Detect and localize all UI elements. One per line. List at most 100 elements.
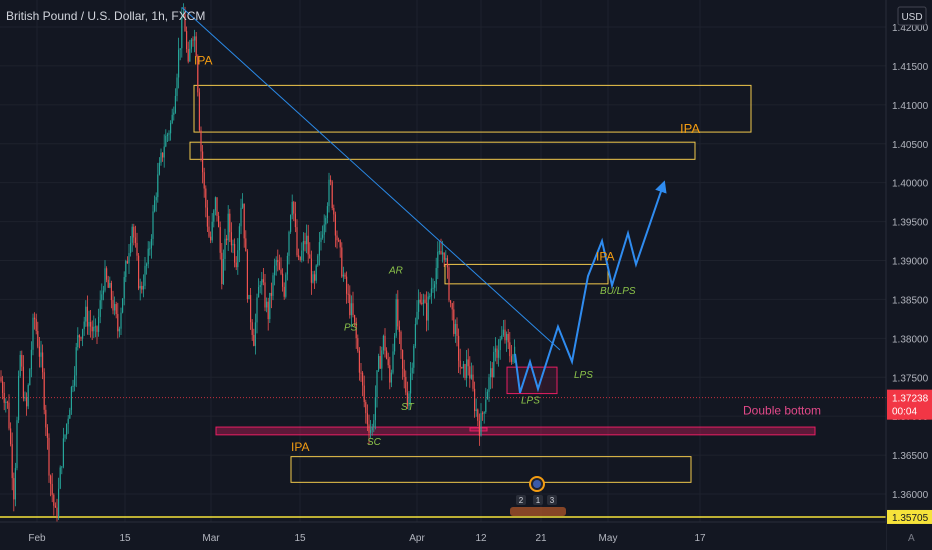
candle-body: [490, 368, 492, 378]
candle-body: [179, 48, 181, 50]
candle-body: [362, 372, 364, 386]
candle-body: [144, 265, 146, 286]
candle-body: [326, 206, 328, 219]
candle-body: [366, 413, 368, 425]
event-badge[interactable]: [516, 495, 526, 505]
candle-body: [130, 242, 132, 254]
zone-sm[interactable]: [469, 427, 488, 432]
candle-body: [0, 377, 2, 382]
candle-body: [408, 393, 410, 407]
candle-body: [498, 350, 500, 358]
candle-body: [120, 312, 122, 329]
candle-body: [352, 303, 354, 316]
price-axis[interactable]: 1.42000 1.41500 1.41000 1.40500 1.40000 1.395…: [885, 0, 932, 550]
candle-body: [243, 203, 245, 239]
candle-body: [331, 181, 333, 208]
candle-body: [416, 311, 418, 325]
candle-body: [203, 172, 205, 189]
candle-body: [282, 273, 284, 287]
candle-body: [229, 213, 231, 233]
candle-body: [245, 238, 247, 252]
candle-body: [325, 218, 327, 225]
candle-body: [189, 48, 191, 62]
candle-body: [162, 152, 164, 158]
label-lps-2: LPS: [574, 370, 593, 381]
candle-body: [400, 331, 402, 351]
candle-body: [466, 359, 468, 379]
candle-body: [112, 300, 114, 311]
candle-body: [358, 350, 360, 373]
candle-body: [438, 251, 440, 253]
candle-body: [131, 226, 133, 243]
candle-body: [346, 276, 348, 294]
candle-body: [267, 301, 269, 320]
candle-body: [158, 162, 160, 175]
candle-body: [246, 251, 248, 300]
candle-body: [262, 279, 264, 283]
candle-body: [464, 364, 466, 379]
candle-body: [21, 354, 23, 367]
candle-body: [413, 345, 415, 368]
current-price-tag: [887, 389, 932, 420]
event-badge[interactable]: [547, 495, 557, 505]
candle-body: [165, 136, 167, 147]
candle-body: [270, 292, 272, 296]
candle-body: [458, 335, 460, 361]
label-sc: SC: [367, 437, 382, 448]
candle-body: [485, 399, 487, 412]
candle-body: [459, 360, 461, 368]
zone-low[interactable]: [290, 456, 692, 483]
candle-body: [152, 211, 154, 239]
candles: [0, 3, 516, 526]
candle-body: [293, 201, 295, 214]
label-lps-1: LPS: [521, 396, 540, 407]
candle-body: [232, 243, 234, 246]
trendline[interactable]: [181, 7, 561, 351]
candle-body: [27, 385, 29, 407]
candle-body: [347, 293, 349, 295]
candle-body: [82, 329, 84, 339]
candle-body: [322, 234, 324, 238]
candle-body: [56, 507, 58, 518]
time-axis[interactable]: Feb 15 Mar 15 Apr 12 21 May 17 A: [0, 521, 915, 550]
candle-body: [18, 376, 20, 421]
candle-body: [109, 282, 111, 288]
candle-body: [290, 215, 292, 232]
zone-dbl[interactable]: [215, 426, 816, 436]
currency-box[interactable]: [897, 6, 927, 26]
candle-body: [150, 238, 152, 249]
candle-body: [78, 335, 80, 338]
candle-body: [174, 95, 176, 113]
candle-body: [509, 342, 511, 357]
candle-body: [238, 226, 240, 251]
candle-body: [461, 367, 463, 369]
zone-top-2[interactable]: [189, 141, 696, 160]
candle-body: [341, 247, 343, 277]
event-ribbon: [510, 507, 566, 516]
current-price-value: 1.37238: [892, 394, 929, 405]
price-tick-label: 1.36000: [892, 490, 929, 501]
candle-body: [379, 356, 381, 369]
zone-top-1[interactable]: [193, 84, 752, 133]
projection-path[interactable]: [514, 180, 667, 394]
candle-body: [240, 207, 242, 227]
candle-body: [354, 315, 356, 322]
candle-body: [486, 391, 488, 400]
candle-body: [370, 430, 372, 433]
candle-body: [85, 306, 87, 322]
candle-body: [221, 252, 223, 285]
candle-body: [24, 397, 26, 399]
candle-body: [58, 488, 60, 518]
zone-mid[interactable]: [444, 263, 609, 285]
event-badge[interactable]: [533, 495, 543, 505]
candle-body: [258, 286, 260, 298]
candle-body: [91, 326, 93, 332]
candle-body: [344, 274, 346, 277]
candle-body: [309, 254, 311, 259]
label-ps: PS: [344, 323, 358, 334]
candle-body: [507, 333, 509, 343]
price-tick-label: 1.38500: [892, 295, 929, 306]
